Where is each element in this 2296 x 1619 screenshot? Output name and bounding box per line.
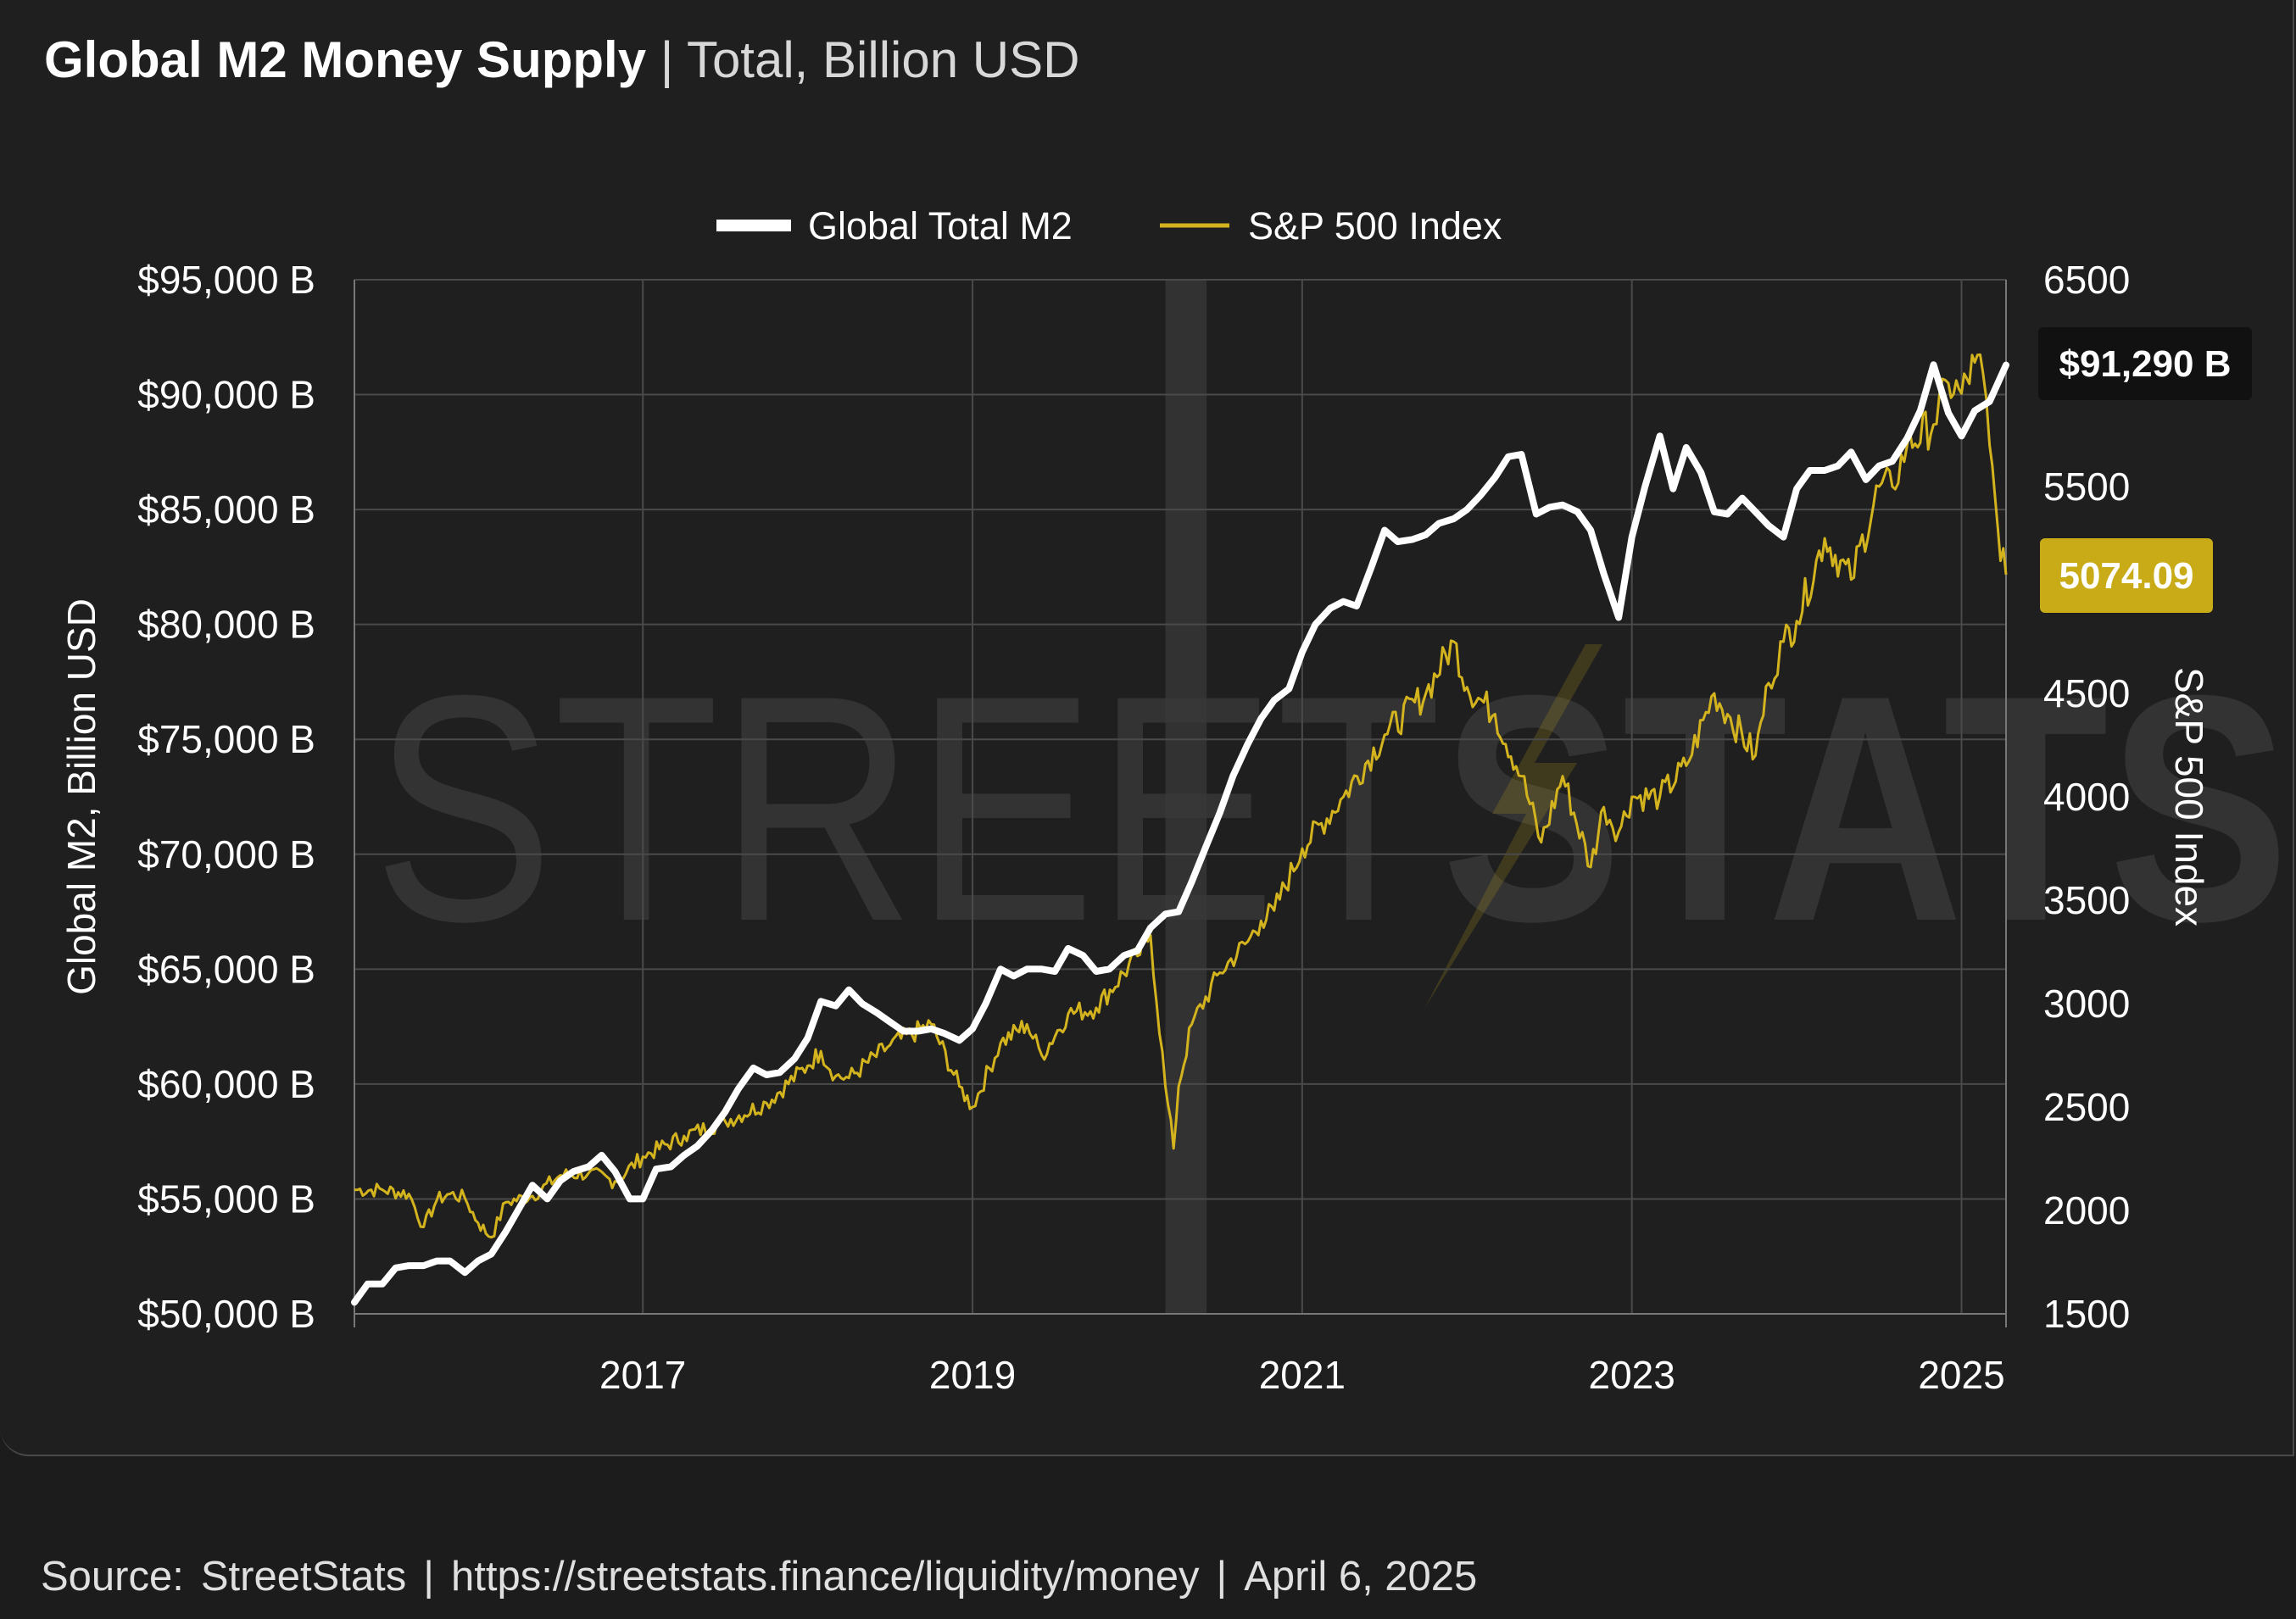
y-left-tick-label: $70,000 B [137, 832, 315, 876]
footer-separator: | [423, 1554, 435, 1600]
y-right-tick-label: 4500 [2043, 671, 2130, 715]
title-separator: | [660, 31, 674, 88]
chart-title: Global M2 Money Supply | Total, Billion … [44, 31, 1079, 89]
y-right-tick-label: 3500 [2043, 878, 2130, 922]
y-right-tick-label: 1500 [2043, 1292, 2130, 1336]
source-link[interactable]: https://streetstats.finance/liquidity/mo… [451, 1554, 1200, 1600]
y-left-tick-label: $90,000 B [137, 373, 315, 417]
x-tick-label: 2025 [1918, 1353, 2004, 1397]
legend-label-sp500: S&P 500 Index [1248, 204, 1502, 248]
y-left-tick-label: $65,000 B [137, 947, 315, 991]
legend-label-global-m2: Global Total M2 [808, 204, 1073, 248]
badge-sp500-value [2040, 538, 2213, 613]
watermark-bold: STATS [1441, 628, 2289, 988]
y-left-tick-label: $95,000 B [137, 258, 315, 302]
y-left-tick-label: $85,000 B [137, 487, 315, 531]
watermark-text: STREETSTATS [373, 628, 2289, 988]
y-left-tick-label: $60,000 B [137, 1062, 315, 1106]
shaded-period [1165, 280, 1207, 1314]
x-tick-label: 2019 [929, 1353, 1016, 1397]
y-right-tick-label: 3000 [2043, 982, 2130, 1026]
footer-source: Source: StreetStats | https://streetstats.f… [41, 1553, 1477, 1600]
y-right-axis-title: S&P 500 Index [2167, 667, 2211, 926]
title-subtitle: Total, Billion USD [686, 31, 1080, 88]
badge-m2-value-text: $91,290 B [2059, 343, 2231, 385]
badge-sp500-value-text: 5074.09 [2059, 555, 2193, 597]
x-tick-label: 2017 [599, 1353, 686, 1397]
y-right-tick-label: 2000 [2043, 1188, 2130, 1232]
y-left-tick-label: $55,000 B [137, 1177, 315, 1221]
y-left-tick-label: $75,000 B [137, 717, 315, 761]
x-tick-label: 2023 [1589, 1353, 1675, 1397]
series-line-sp500 [354, 353, 2008, 1239]
chart-svg: STREETSTATS $95,000 B $90,000 B $85,000 B $8… [59, 204, 2289, 1397]
x-tick-label: 2021 [1259, 1353, 1346, 1397]
y-left-tick-label: $50,000 B [137, 1292, 315, 1336]
y-right-tick-label: 4000 [2043, 775, 2130, 819]
y-right-tick-label: 6500 [2043, 258, 2130, 302]
series-line-global-m2 [351, 361, 2009, 1306]
footer-separator: | [1216, 1554, 1228, 1600]
y-left-tick-label: $80,000 B [137, 603, 315, 647]
y-right-tick-label: 2500 [2043, 1085, 2130, 1129]
title-bold: Global M2 Money Supply [44, 31, 647, 88]
y-left-axis-title: Global M2, Billion USD [59, 598, 103, 995]
watermark-light: STREET [373, 628, 1441, 988]
chart-card: Global M2 Money Supply | Total, Billion … [0, 0, 2294, 1456]
source-date: April 6, 2025 [1244, 1554, 1478, 1600]
y-right-tick-label: 5500 [2043, 465, 2130, 509]
badge-m2-value [2038, 327, 2252, 400]
source-name: StreetStats [200, 1554, 407, 1600]
source-label: Source: [41, 1554, 184, 1600]
